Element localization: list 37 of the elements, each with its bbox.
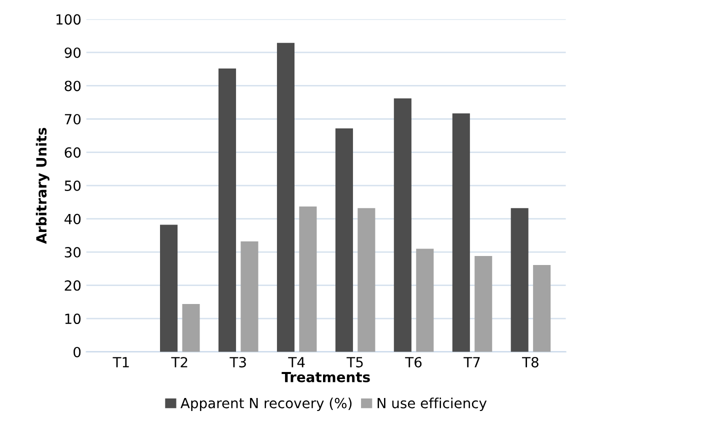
y-tick-label: 20 [64, 280, 81, 291]
bar [416, 248, 434, 352]
bar [182, 304, 200, 352]
y-tick-label: 0 [74, 346, 81, 358]
x-tick-label: T5 [346, 357, 363, 368]
y-tick-label: 90 [64, 47, 81, 58]
y-tick-label: 60 [64, 147, 81, 158]
x-tick-label: T2 [171, 356, 188, 368]
y-tick-label: 30 [64, 247, 81, 258]
x-tick-label: T3 [230, 356, 246, 368]
x-tick-label: T8 [522, 356, 538, 368]
bar [276, 42, 295, 352]
bar [240, 241, 258, 352]
y-tick-label: 80 [64, 80, 81, 92]
x-tick-label: T6 [405, 356, 422, 368]
x-tick-label: T7 [464, 357, 480, 368]
y-tick-label: 40 [64, 214, 81, 224]
bar [452, 113, 470, 352]
bar [533, 265, 551, 352]
legend-label: N use efficiency [378, 398, 487, 412]
x-tick-label: T1 [112, 357, 129, 368]
y-axis-title: Arbitrary Units [36, 128, 50, 244]
y-tick-label: 100 [56, 14, 81, 25]
bar [510, 208, 528, 352]
y-tick-label: 50 [64, 180, 81, 192]
legend-label: Apparent N recovery (%) [180, 398, 352, 412]
bar [474, 256, 492, 352]
bar [335, 128, 353, 352]
bar [218, 68, 236, 352]
x-axis-title: Treatments [282, 372, 370, 382]
bar [394, 98, 412, 352]
y-tick-label: 70 [64, 114, 81, 124]
bar [160, 224, 178, 352]
bar [299, 206, 317, 352]
x-tick-label: T4 [288, 357, 305, 368]
y-tick-label: 10 [65, 314, 81, 324]
bar [358, 208, 376, 352]
